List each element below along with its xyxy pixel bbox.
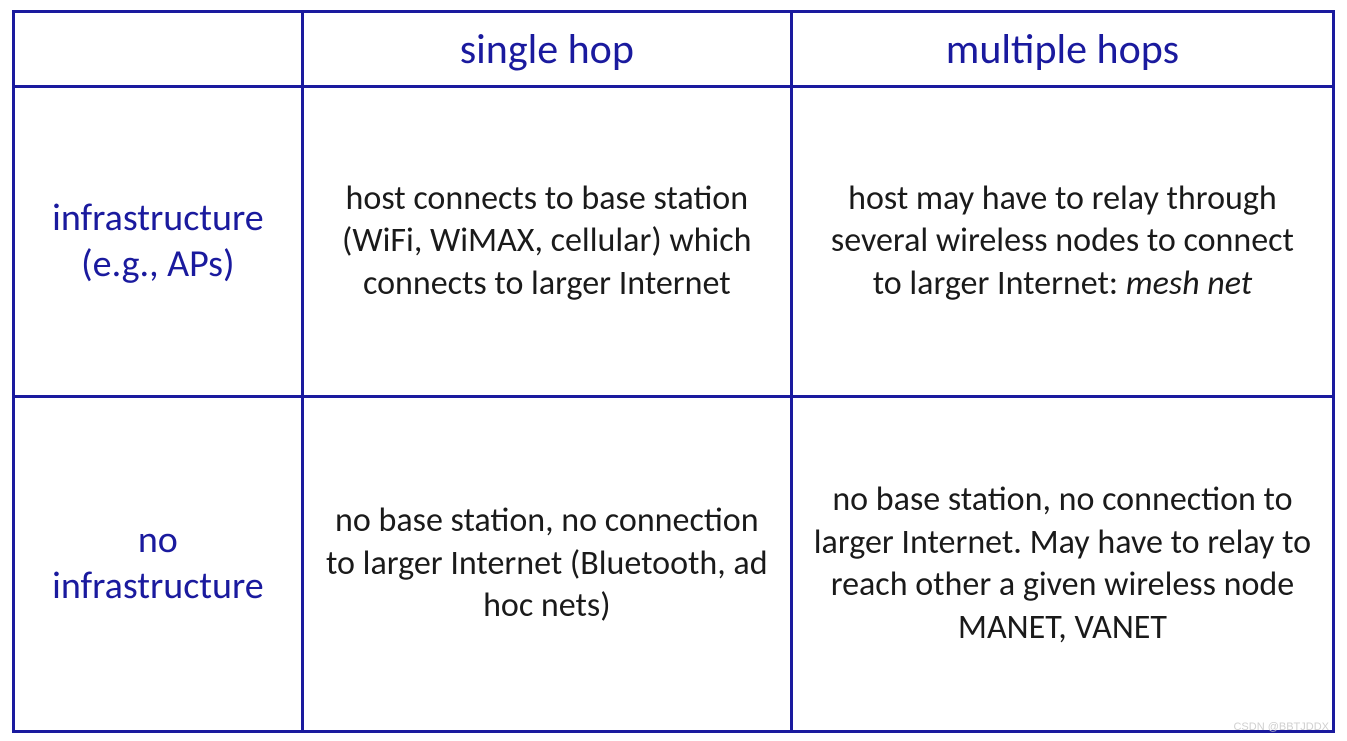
- cell-infra-multihop: host may have to relay through several w…: [791, 87, 1333, 397]
- header-empty-cell: [14, 12, 303, 87]
- header-single-hop: single hop: [302, 12, 791, 87]
- mesh-net-italic: mesh net: [1126, 263, 1252, 304]
- watermark-text: CSDN @BBTJDDX: [1233, 721, 1329, 733]
- rowheader-no-infrastructure: no infrastructure: [14, 397, 303, 732]
- table-row-infrastructure: infrastructure (e.g., APs) host connects…: [14, 87, 1334, 397]
- network-taxonomy-table: single hop multiple hops infrastructure …: [12, 10, 1335, 733]
- cell-noinfra-multihop: no base station, no connection to larger…: [791, 397, 1333, 732]
- table-header-row: single hop multiple hops: [14, 12, 1334, 87]
- header-multiple-hops: multiple hops: [791, 12, 1333, 87]
- table-row-no-infrastructure: no infrastructure no base station, no co…: [14, 397, 1334, 732]
- cell-noinfra-singlehop: no base station, no connection to larger…: [302, 397, 791, 732]
- cell-infra-singlehop: host connects to base station (WiFi, WiM…: [302, 87, 791, 397]
- cell-infra-multihop-text: host may have to relay through several w…: [831, 178, 1294, 304]
- rowheader-infrastructure: infrastructure (e.g., APs): [14, 87, 303, 397]
